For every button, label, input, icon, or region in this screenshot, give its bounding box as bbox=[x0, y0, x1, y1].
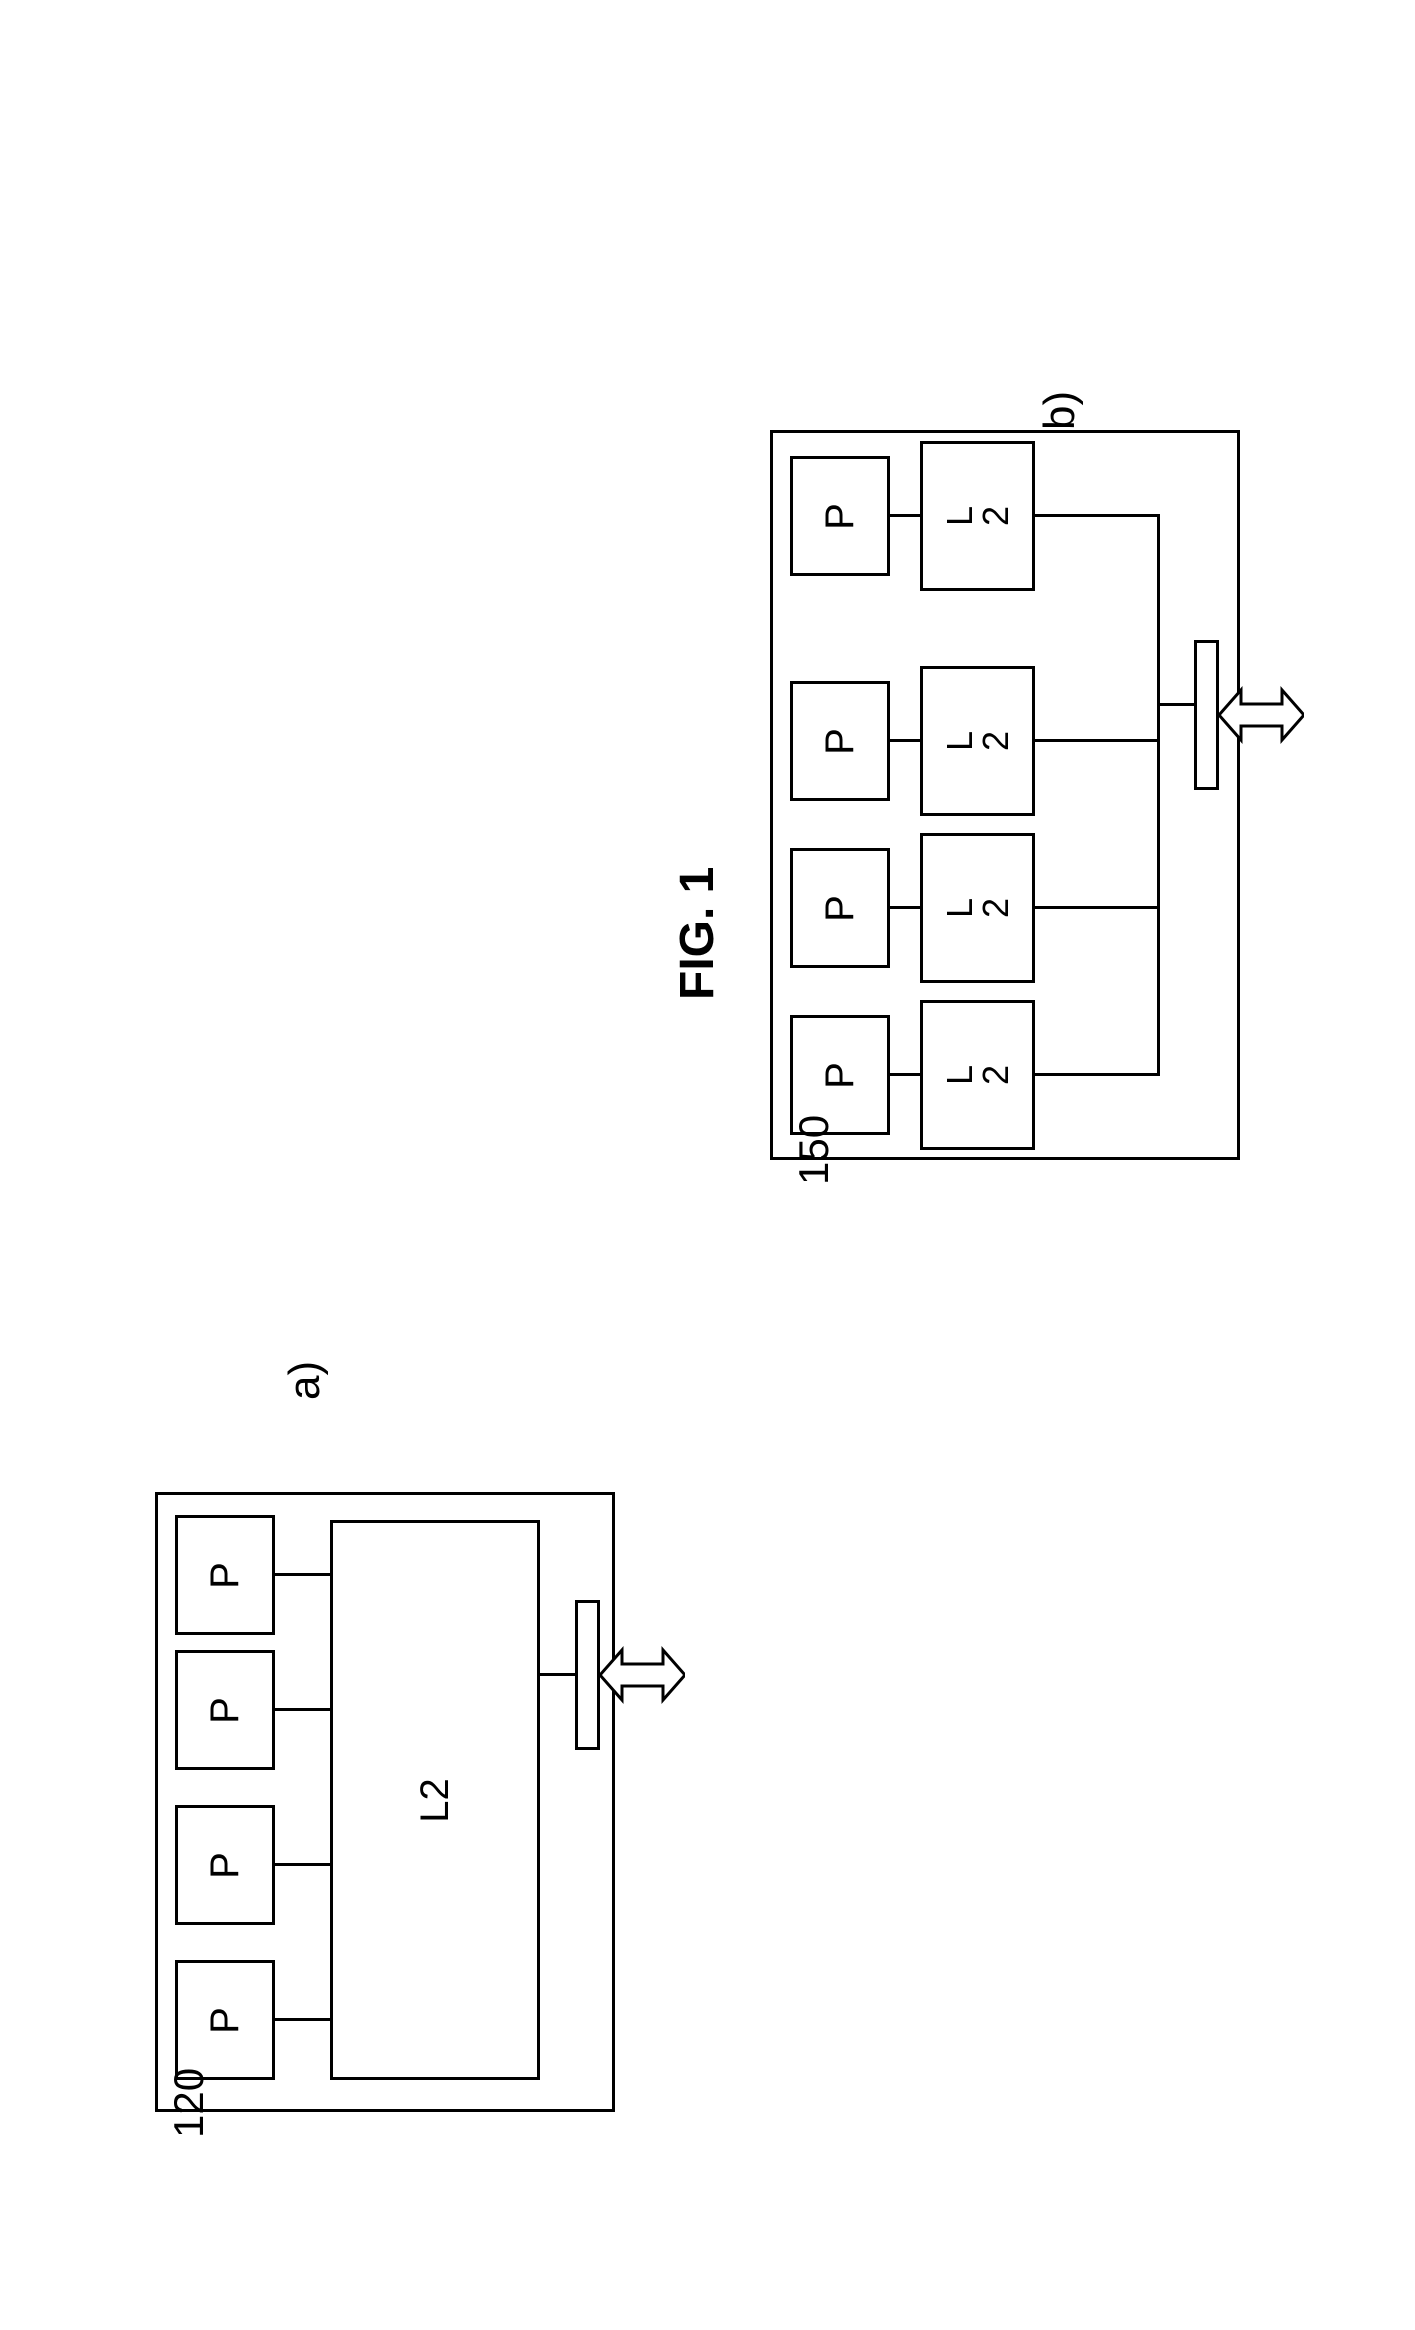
bus-interface bbox=[575, 1600, 600, 1750]
connector bbox=[890, 906, 920, 909]
connector bbox=[540, 1673, 575, 1676]
bidirectional-arrow-icon bbox=[1219, 670, 1304, 760]
l2-label-line: L bbox=[942, 898, 978, 918]
processor-label: P bbox=[818, 1062, 863, 1089]
l2-label-line: L bbox=[942, 731, 978, 751]
processor-box: P bbox=[175, 1650, 275, 1770]
processor-box: P bbox=[175, 1515, 275, 1635]
connector bbox=[275, 1708, 330, 1711]
panel-b-refnum: 150 bbox=[790, 1115, 838, 1185]
connector bbox=[1035, 514, 1160, 517]
l2-label-line: 2 bbox=[978, 731, 1014, 751]
l2-label-line: 2 bbox=[978, 506, 1014, 526]
l2-cache-private: L2 bbox=[920, 833, 1035, 983]
l2-label: L2 bbox=[413, 1778, 458, 1823]
l2-label-line: L bbox=[942, 506, 978, 526]
l2-cache-private: L2 bbox=[920, 666, 1035, 816]
l2-cache-shared: L2 bbox=[330, 1520, 540, 2080]
l2-label-line: 2 bbox=[978, 898, 1014, 918]
processor-label: P bbox=[203, 1562, 248, 1589]
panel-b-sublabel: b) bbox=[1035, 391, 1085, 430]
figure-canvas: P P P P L2 a) 120 P L2 P L2 P L2 P L2 bbox=[0, 0, 1415, 2330]
processor-box: P bbox=[790, 681, 890, 801]
processor-label: P bbox=[203, 1697, 248, 1724]
l2-label-line: L bbox=[942, 1065, 978, 1085]
connector bbox=[1035, 1073, 1160, 1076]
connector bbox=[1157, 703, 1194, 706]
connector bbox=[890, 514, 920, 517]
connector bbox=[890, 1073, 920, 1076]
connector bbox=[1035, 906, 1160, 909]
processor-label: P bbox=[203, 1852, 248, 1879]
processor-box: P bbox=[175, 1805, 275, 1925]
figure-title: FIG. 1 bbox=[670, 867, 725, 1000]
panel-a-sublabel: a) bbox=[280, 1361, 330, 1400]
processor-label: P bbox=[818, 728, 863, 755]
processor-label: P bbox=[818, 503, 863, 530]
processor-box: P bbox=[790, 848, 890, 968]
processor-label: P bbox=[203, 2007, 248, 2034]
processor-box: P bbox=[175, 1960, 275, 2080]
panel-a-refnum: 120 bbox=[165, 2068, 213, 2138]
bus-interface bbox=[1194, 640, 1219, 790]
bidirectional-arrow-icon bbox=[600, 1630, 685, 1720]
l2-cache-private: L2 bbox=[920, 441, 1035, 591]
connector bbox=[890, 739, 920, 742]
connector bbox=[1035, 739, 1160, 742]
connector bbox=[275, 2018, 330, 2021]
connector bbox=[275, 1573, 330, 1576]
l2-label-line: 2 bbox=[978, 1065, 1014, 1085]
connector bbox=[1157, 514, 1160, 1076]
connector bbox=[275, 1863, 330, 1866]
processor-box: P bbox=[790, 456, 890, 576]
processor-label: P bbox=[818, 895, 863, 922]
l2-cache-private: L2 bbox=[920, 1000, 1035, 1150]
